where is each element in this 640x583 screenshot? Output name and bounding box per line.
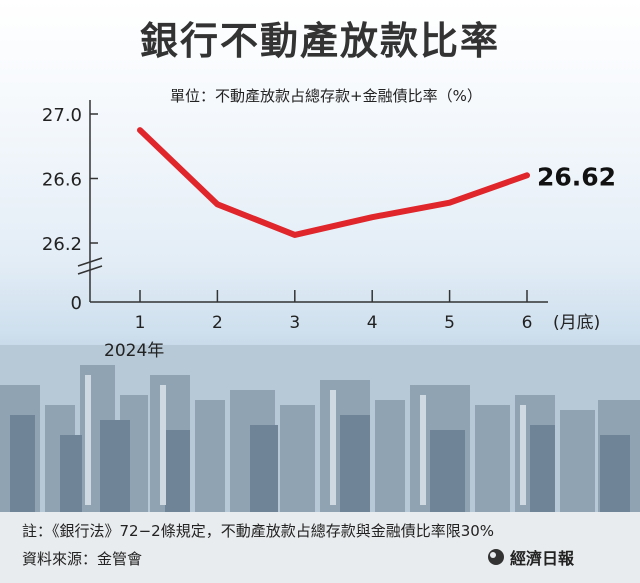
- brand-name: 經濟日報: [510, 549, 575, 568]
- series-line: [137, 127, 530, 238]
- x-tick-label: 4: [367, 313, 378, 333]
- x-unit-label: (月底): [553, 313, 600, 333]
- last-value-label: 26.62: [537, 162, 616, 191]
- x-tick-label: 2: [212, 313, 223, 333]
- axis-break-mark: [77, 265, 103, 275]
- chart-title: 銀行不動產放款比率: [139, 19, 500, 63]
- x-tick-label: 5: [444, 313, 455, 333]
- city-skyline-background: [0, 345, 640, 515]
- year-label: 2024年: [104, 341, 164, 360]
- axis-break-mark: [77, 257, 103, 267]
- line-chart: 27.0 26.6 26.2 0 1 2 3 4 5 6 (月底) 2024年 26.62: [42, 100, 616, 360]
- y-tick-label: 0: [71, 293, 82, 314]
- y-tick-label: 27.0: [42, 105, 82, 126]
- x-tick-label: 3: [289, 313, 300, 333]
- y-tick-label: 26.2: [42, 234, 82, 255]
- regulation-note: 註：《銀行法》72−2條規定，不動產放款占總存款與金融債比率限30%: [22, 522, 495, 540]
- footer-band: [0, 512, 640, 583]
- x-tick-label: 6: [522, 313, 533, 333]
- x-tick-label: 1: [135, 313, 146, 333]
- y-tick-label: 26.6: [42, 170, 82, 191]
- data-source: 資料來源：金管會: [22, 550, 143, 568]
- unit-subtitle: 單位：不動產放款占總存款+金融債比率（%）: [170, 87, 482, 105]
- brand-logo-icon: [488, 549, 504, 565]
